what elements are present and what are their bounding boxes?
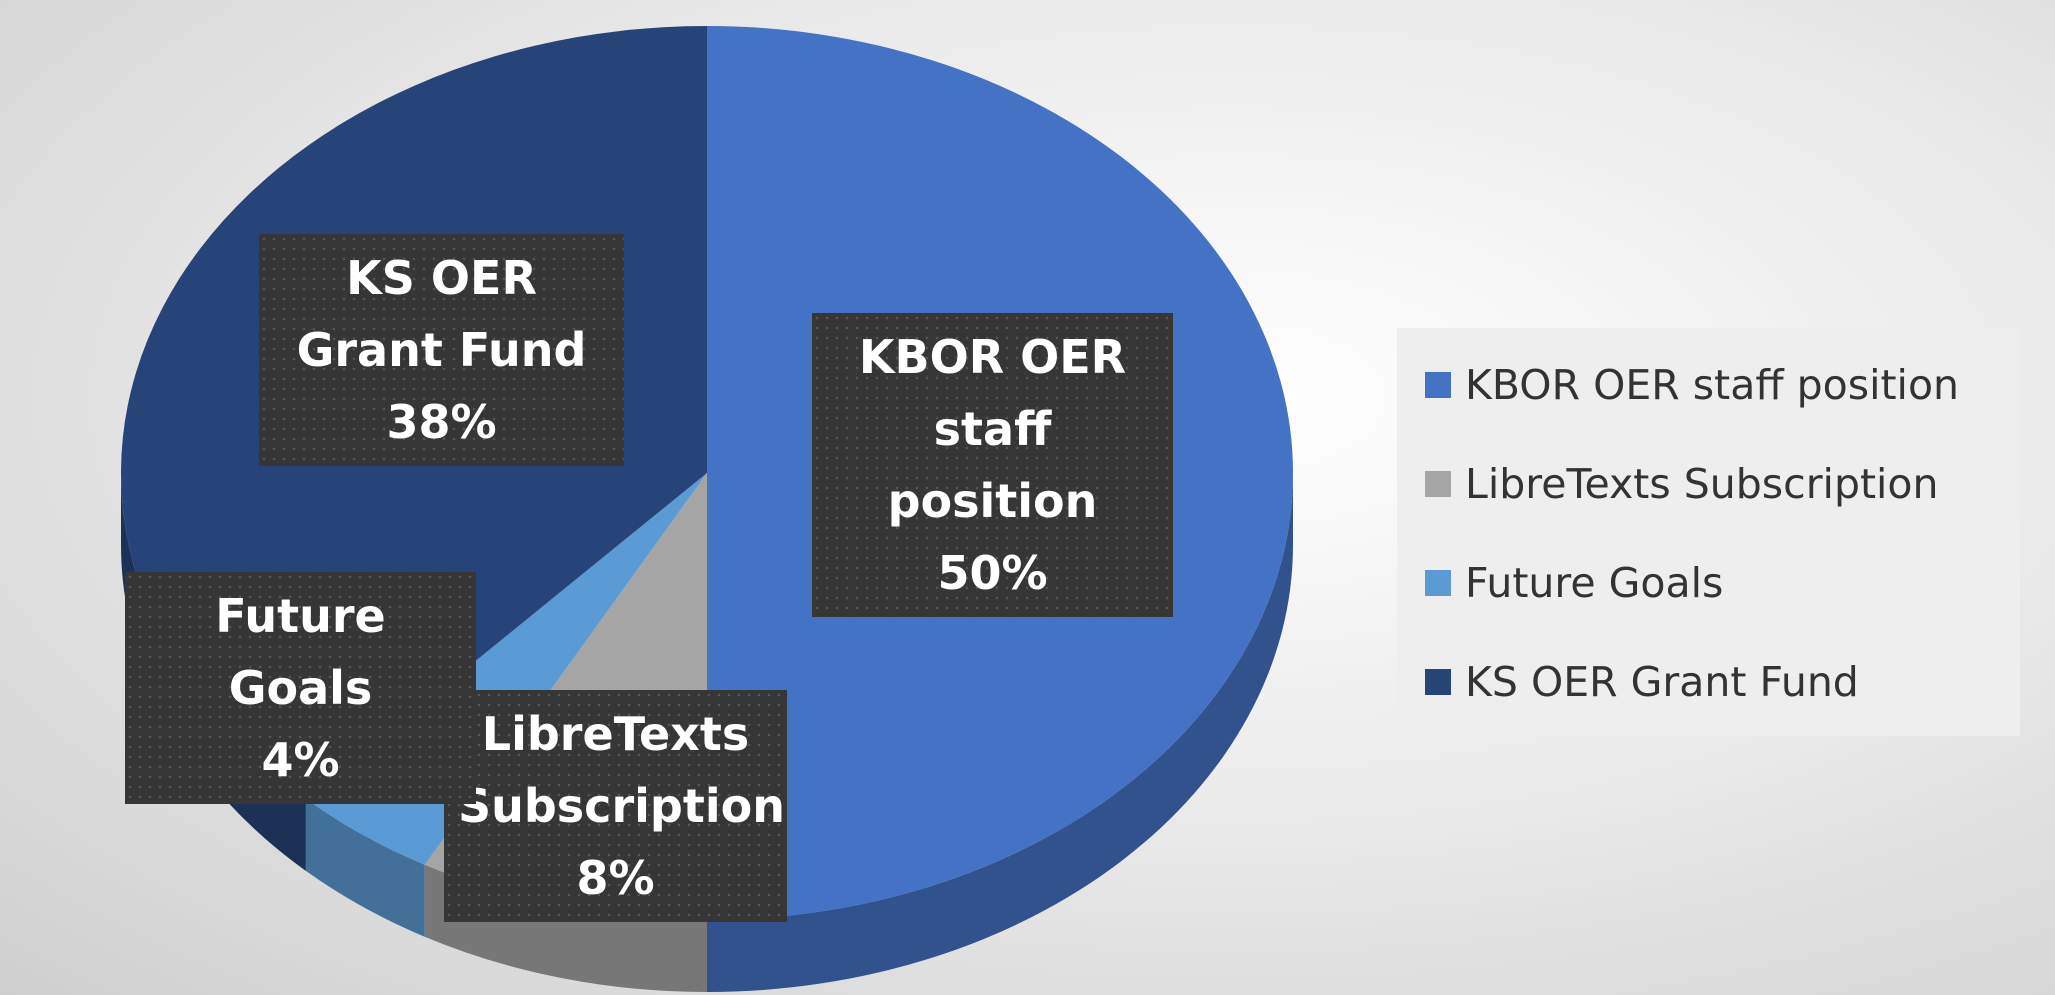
data-label-value: 8% xyxy=(576,851,655,905)
slice-side xyxy=(707,473,1293,992)
data-label-category: LibreTexts Subscription xyxy=(458,707,785,833)
legend-label: LibreTexts Subscription xyxy=(1465,460,1939,508)
legend-label: KS OER Grant Fund xyxy=(1465,658,1859,706)
data-label-value: 50% xyxy=(937,546,1048,600)
data-label-category: KS OER Grant Fund xyxy=(296,251,587,377)
legend-swatch xyxy=(1425,570,1451,596)
legend-item: KS OER Grant Fund xyxy=(1425,652,1859,712)
legend-swatch xyxy=(1425,669,1451,695)
legend: KBOR OER staff position LibreTexts Subscr… xyxy=(1397,328,2020,736)
data-label: LibreTexts Subscription 8% xyxy=(444,690,787,922)
legend-item: Future Goals xyxy=(1425,553,1723,613)
data-label: Future Goals 4% xyxy=(125,572,476,804)
legend-label: KBOR OER staff position xyxy=(1465,361,1960,409)
legend-item: KBOR OER staff position xyxy=(1425,355,1959,415)
legend-label: Future Goals xyxy=(1465,559,1724,607)
data-label: KBOR OER staff position 50% xyxy=(812,313,1173,617)
slice-side xyxy=(305,798,425,937)
data-label-category: KBOR OER staff position xyxy=(858,330,1127,528)
legend-item: LibreTexts Subscription xyxy=(1425,454,1939,514)
legend-swatch xyxy=(1425,471,1451,497)
data-label-value: 38% xyxy=(386,395,497,449)
data-label-category: Future Goals xyxy=(215,589,386,715)
data-label: KS OER Grant Fund 38% xyxy=(259,234,624,466)
data-label-value: 4% xyxy=(261,733,340,787)
legend-swatch xyxy=(1425,372,1451,398)
